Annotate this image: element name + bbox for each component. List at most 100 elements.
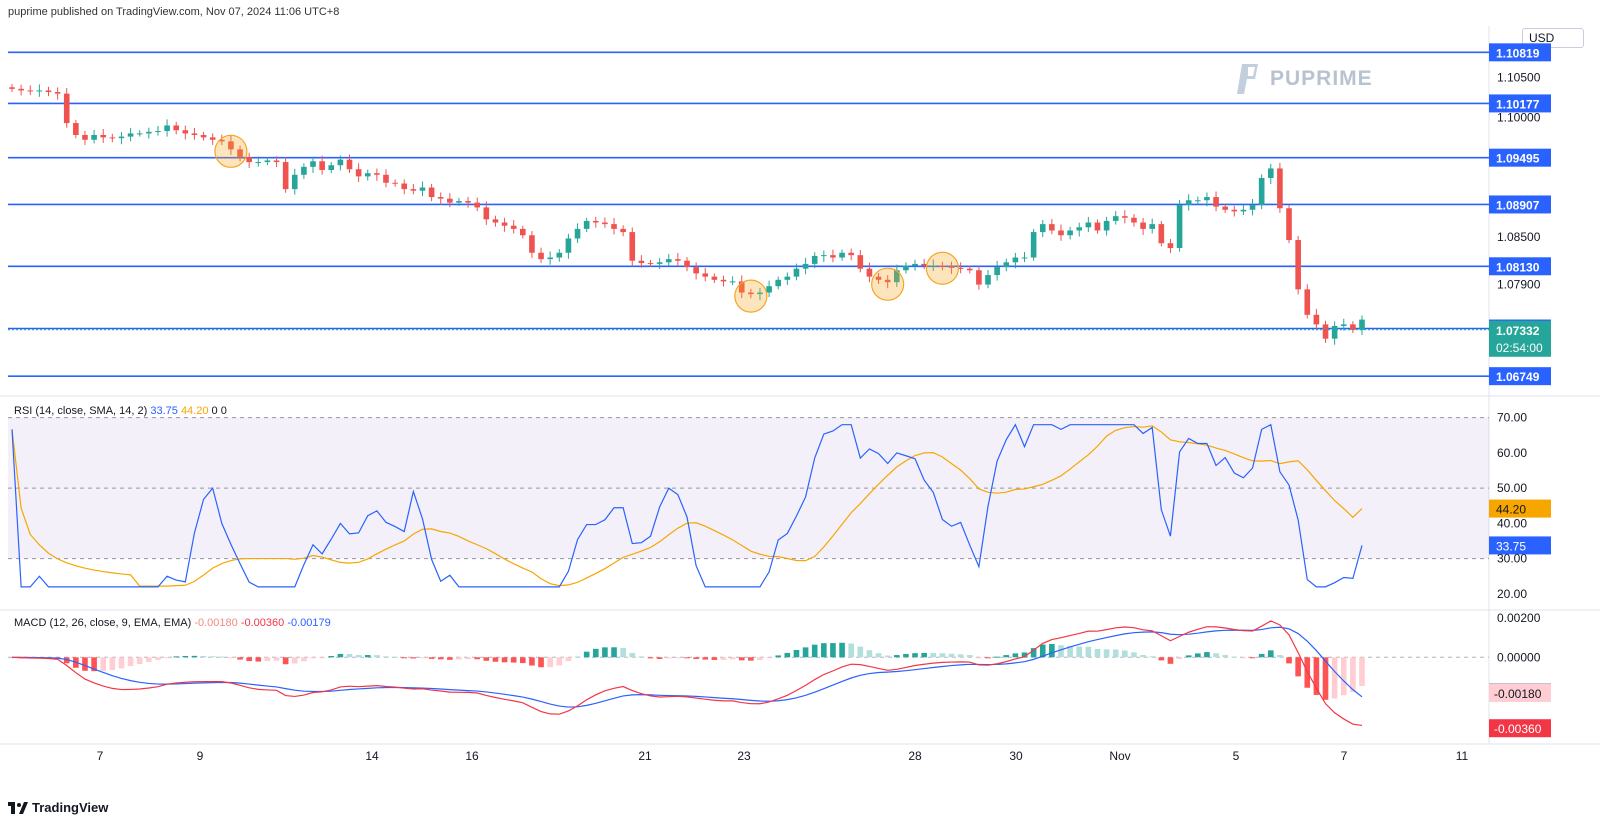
candle-body <box>264 160 271 163</box>
macd-histogram-bar <box>383 656 389 658</box>
macd-histogram-bar <box>821 643 827 658</box>
candle-body <box>1240 209 1247 212</box>
macd-histogram-bar <box>1350 657 1356 692</box>
candle-body <box>456 201 462 203</box>
candle-body <box>510 225 517 229</box>
macd-line <box>11 620 1363 727</box>
candle-body <box>1085 222 1092 228</box>
highlight-marker <box>925 251 960 285</box>
candle-body <box>629 232 636 261</box>
candle-body <box>401 183 408 190</box>
macd-histogram-bar <box>1340 657 1347 696</box>
macd-histogram-bar <box>264 657 271 662</box>
candle-body <box>419 187 426 191</box>
candle-body <box>100 135 107 138</box>
macd-legend: MACD (12, 26, close, 9, EMA, EMA) -0.001… <box>14 617 331 629</box>
macd-histogram-bar <box>693 657 699 659</box>
macd-histogram-bar <box>1267 650 1274 658</box>
candle-body <box>1340 324 1347 326</box>
macd-histogram-bar <box>218 656 225 658</box>
candle-body <box>501 222 508 226</box>
level-price-tag <box>1489 43 1551 62</box>
macd-histogram-bar <box>282 657 289 665</box>
macd-histogram-bar <box>748 657 754 661</box>
macd-histogram-bar <box>410 657 417 659</box>
candle-body <box>1003 262 1010 268</box>
x-axis-label: Nov <box>1109 749 1130 763</box>
candle-body <box>675 259 681 261</box>
candle-body <box>574 228 581 239</box>
macd-histogram-bar <box>1158 657 1165 661</box>
candle-body <box>127 133 134 137</box>
candle-body <box>884 279 891 283</box>
macd-histogram-bar <box>976 657 982 659</box>
candle-body <box>839 252 845 258</box>
candle-body <box>1058 230 1064 236</box>
x-axis-label: 11 <box>1456 749 1469 763</box>
candle-body <box>246 157 252 163</box>
macd-histogram-bar <box>173 656 179 658</box>
macd-histogram-bar <box>647 657 654 659</box>
candle-body <box>54 92 61 94</box>
macd-histogram-bar <box>1176 657 1183 660</box>
macd-histogram-bar <box>1286 657 1292 664</box>
macd-histogram-bar <box>1085 646 1092 658</box>
candle-body <box>1231 209 1238 212</box>
countdown-label: 02:54:00 <box>1496 341 1543 355</box>
macd-histogram-bar <box>1204 652 1210 658</box>
macd-histogram-bar <box>884 655 891 658</box>
candle-body <box>492 219 499 223</box>
candle-body <box>784 276 791 280</box>
level-price-tag <box>1489 148 1551 167</box>
macd-histogram-bar <box>775 655 782 658</box>
level-price-label: 1.08907 <box>1496 198 1540 212</box>
candle-body <box>346 159 353 170</box>
candle-body <box>793 268 800 277</box>
macd-histogram-bar <box>1213 653 1219 658</box>
rsi-ma-tag-label: 44.20 <box>1496 503 1526 517</box>
macd-histogram-bar <box>310 657 316 659</box>
tradingview-logo-icon <box>8 801 28 814</box>
macd-histogram-bar <box>966 655 973 658</box>
candle-body <box>1049 224 1055 231</box>
macd-histogram-bar <box>191 655 198 658</box>
candle-body <box>620 228 626 233</box>
candle-body <box>556 252 563 258</box>
candle-body <box>520 228 526 236</box>
macd-histogram-bar <box>1231 656 1238 658</box>
candle-body <box>173 125 179 131</box>
macd-histogram-bar <box>1003 655 1010 658</box>
macd-histogram-bar <box>1012 653 1019 658</box>
macd-legend-part: -0.00179 <box>287 617 330 629</box>
x-axis-label: 7 <box>97 749 104 763</box>
macd-histogram-bar <box>1222 654 1228 658</box>
candle-body <box>720 279 727 282</box>
macd-histogram-bar <box>583 651 590 658</box>
macd-histogram-bar <box>474 657 481 660</box>
macd-histogram-bar <box>903 654 909 658</box>
rsi-tick-label: 70.00 <box>1497 411 1527 425</box>
macd-histogram-bar <box>629 652 636 658</box>
macd-histogram-bar <box>684 657 690 659</box>
macd-histogram-bar <box>465 657 471 660</box>
level-price-tag <box>1489 257 1551 276</box>
candle-body <box>1030 232 1037 258</box>
candle-body <box>1258 177 1265 206</box>
macd-histogram-bar <box>620 647 626 658</box>
candle-body <box>282 162 289 190</box>
macd-histogram-bar <box>602 647 608 658</box>
macd-histogram-bar <box>766 657 772 659</box>
macd-histogram-bar <box>665 657 672 659</box>
currency-selector[interactable]: USD <box>1522 28 1584 48</box>
macd-histogram-bar <box>1249 657 1256 659</box>
macd-histogram-bar <box>848 643 854 658</box>
macd-histogram-bar <box>328 656 335 658</box>
candle-body <box>602 222 608 225</box>
macd-histogram-bar <box>520 657 526 664</box>
candle-body <box>802 263 809 269</box>
macd-histogram-bar <box>994 656 1000 658</box>
candle-body <box>766 286 772 293</box>
last-price-tag <box>1489 320 1551 357</box>
candle-body <box>1204 197 1210 201</box>
